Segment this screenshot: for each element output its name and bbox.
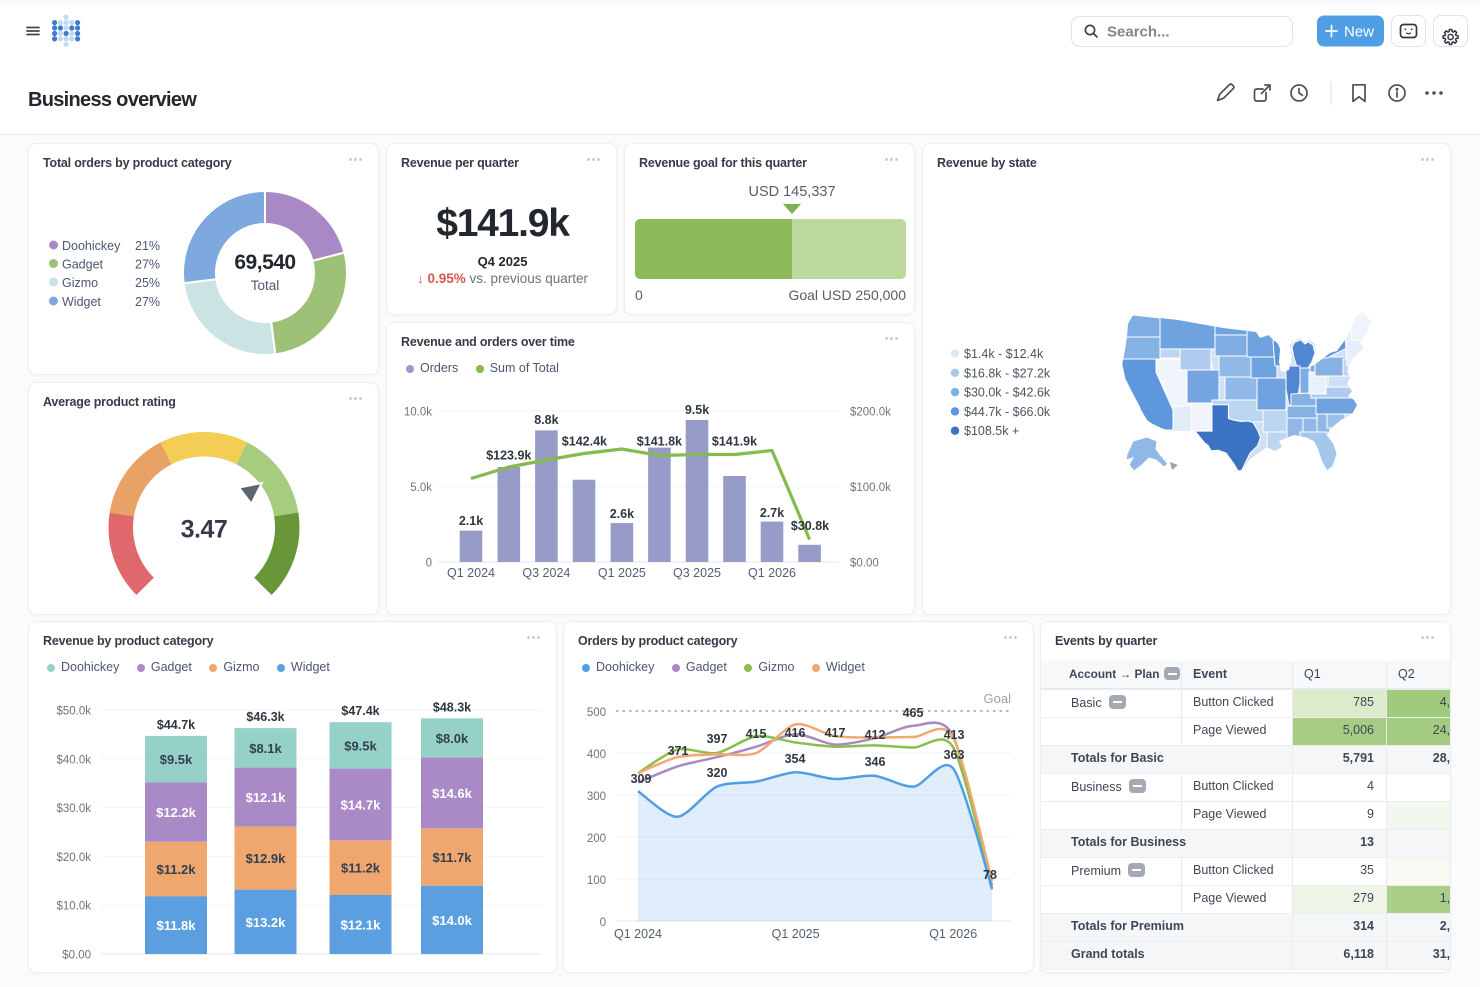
svg-text:413: 413	[944, 728, 965, 742]
svg-text:$14.0k: $14.0k	[432, 913, 473, 928]
svg-text:$11.2k: $11.2k	[156, 862, 196, 877]
svg-text:320: 320	[707, 766, 728, 780]
svg-text:$44.7k - $66.0k: $44.7k - $66.0k	[964, 405, 1051, 419]
svg-text:9.5k: 9.5k	[685, 403, 709, 417]
svg-text:354: 354	[785, 752, 806, 766]
svg-text:5.0k: 5.0k	[410, 482, 432, 494]
svg-text:3.47: 3.47	[181, 516, 228, 544]
svg-text:300: 300	[587, 791, 606, 803]
svg-text:$8.0k: $8.0k	[436, 731, 469, 746]
svg-text:346: 346	[865, 755, 886, 769]
svg-text:$8.1k: $8.1k	[249, 741, 282, 756]
svg-text:$12.1k: $12.1k	[341, 918, 382, 933]
svg-text:397: 397	[707, 732, 728, 746]
svg-text:417: 417	[825, 726, 846, 740]
svg-text:$47.4k: $47.4k	[341, 704, 379, 718]
svg-text:$200.0k: $200.0k	[850, 407, 891, 419]
svg-text:$142.4k: $142.4k	[562, 435, 607, 449]
svg-text:Q1 2025: Q1 2025	[598, 566, 646, 580]
svg-text:Q1 2024: Q1 2024	[447, 566, 495, 580]
svg-text:Widget: Widget	[62, 295, 101, 309]
svg-text:0: 0	[426, 558, 432, 570]
svg-text:$1.4k - $12.4k: $1.4k - $12.4k	[964, 347, 1044, 361]
svg-text:416: 416	[785, 726, 806, 740]
svg-text:100: 100	[587, 875, 606, 887]
svg-text:371: 371	[668, 744, 689, 758]
svg-text:Q3 2024: Q3 2024	[522, 566, 570, 580]
svg-text:Gadget: Gadget	[62, 258, 104, 272]
svg-text:2.7k: 2.7k	[760, 506, 784, 520]
svg-text:$100.0k: $100.0k	[850, 482, 891, 494]
svg-text:10.0k: 10.0k	[404, 407, 432, 419]
svg-text:$9.5k: $9.5k	[160, 752, 193, 767]
svg-text:412: 412	[865, 728, 886, 742]
svg-text:465: 465	[903, 706, 924, 720]
svg-text:$108.5k +: $108.5k +	[964, 424, 1019, 438]
svg-text:21%: 21%	[135, 239, 160, 253]
svg-text:USD 145,337: USD 145,337	[748, 184, 835, 200]
svg-text:$12.1k: $12.1k	[246, 790, 287, 805]
svg-text:27%: 27%	[135, 258, 160, 272]
svg-text:$46.3k: $46.3k	[246, 710, 284, 724]
svg-text:$9.5k: $9.5k	[344, 738, 377, 753]
svg-text:$30.0k: $30.0k	[56, 803, 91, 815]
svg-text:$141.8k: $141.8k	[637, 435, 682, 449]
svg-text:$14.6k: $14.6k	[432, 786, 473, 801]
svg-text:$13.2k: $13.2k	[246, 915, 287, 930]
svg-text:$123.9k: $123.9k	[486, 449, 531, 463]
svg-text:415: 415	[746, 727, 767, 741]
svg-text:400: 400	[587, 749, 606, 761]
svg-text:Q1 2024: Q1 2024	[614, 927, 662, 941]
svg-text:Total: Total	[251, 278, 280, 293]
svg-text:2.1k: 2.1k	[459, 514, 483, 528]
svg-text:$30.0k - $42.6k: $30.0k - $42.6k	[964, 386, 1051, 400]
svg-text:0: 0	[600, 917, 606, 929]
svg-text:2.6k: 2.6k	[610, 507, 634, 521]
svg-text:$0.00: $0.00	[62, 950, 91, 962]
svg-text:Q1 2026: Q1 2026	[929, 927, 977, 941]
svg-text:$12.9k: $12.9k	[246, 851, 287, 866]
svg-text:69,540: 69,540	[234, 251, 295, 274]
svg-text:8.8k: 8.8k	[534, 413, 558, 427]
svg-text:Goal: Goal	[984, 691, 1012, 706]
svg-text:500: 500	[587, 707, 606, 719]
svg-text:$14.7k: $14.7k	[341, 797, 382, 812]
svg-text:$11.8k: $11.8k	[156, 918, 196, 933]
svg-text:0: 0	[635, 287, 643, 303]
svg-text:$44.7k: $44.7k	[157, 718, 195, 732]
svg-text:$141.9k: $141.9k	[712, 435, 757, 449]
svg-text:$12.2k: $12.2k	[156, 805, 197, 820]
svg-text:$40.0k: $40.0k	[56, 754, 91, 766]
svg-text:$48.3k: $48.3k	[433, 700, 471, 714]
svg-text:Doohickey: Doohickey	[62, 239, 121, 253]
svg-text:Gizmo: Gizmo	[62, 276, 98, 290]
svg-text:Search...: Search...	[1107, 24, 1170, 41]
svg-text:309: 309	[631, 772, 652, 786]
svg-text:Q1 2026: Q1 2026	[748, 566, 796, 580]
svg-text:363: 363	[944, 748, 965, 762]
svg-text:25%: 25%	[135, 276, 160, 290]
svg-text:New: New	[1344, 24, 1374, 41]
svg-text:Q1 2025: Q1 2025	[772, 927, 820, 941]
svg-text:$16.8k - $27.2k: $16.8k - $27.2k	[964, 366, 1051, 380]
svg-text:Q3 2025: Q3 2025	[673, 566, 721, 580]
svg-text:Goal USD 250,000: Goal USD 250,000	[788, 287, 906, 303]
svg-text:$50.0k: $50.0k	[56, 706, 91, 718]
svg-text:$20.0k: $20.0k	[56, 852, 91, 864]
svg-text:$11.7k: $11.7k	[432, 850, 472, 865]
svg-text:$10.0k: $10.0k	[56, 901, 91, 913]
svg-text:200: 200	[587, 833, 606, 845]
svg-text:27%: 27%	[135, 295, 160, 309]
svg-text:$11.2k: $11.2k	[341, 861, 381, 876]
svg-text:78: 78	[983, 868, 997, 882]
svg-text:$0.00: $0.00	[850, 558, 879, 570]
svg-text:$30.8k: $30.8k	[791, 519, 829, 533]
